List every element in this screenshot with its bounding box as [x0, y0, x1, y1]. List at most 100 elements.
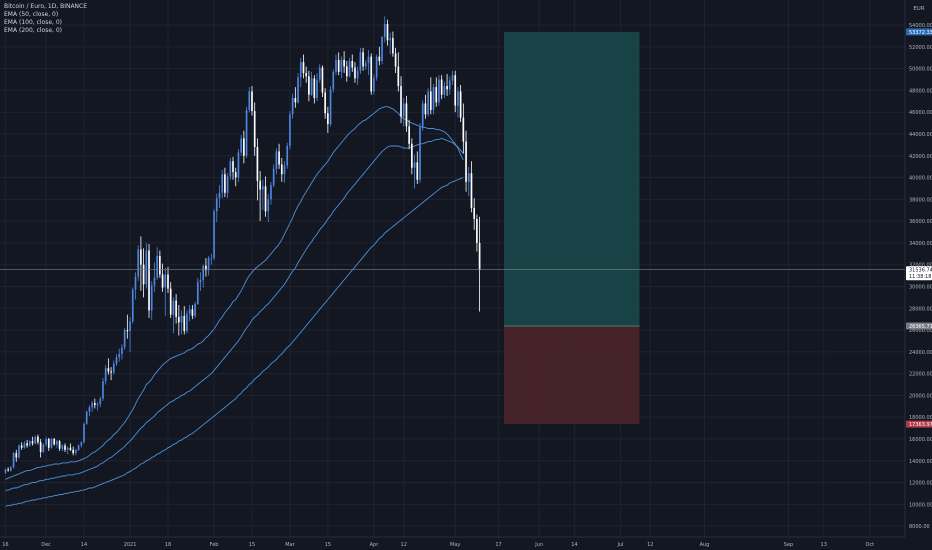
- candle: [283, 161, 286, 183]
- indicator-ema-100[interactable]: EMA (100, close, 0): [4, 19, 63, 26]
- candle-body: [91, 403, 93, 408]
- time-tick-label: Dec: [41, 542, 51, 548]
- candle-body: [313, 78, 316, 99]
- candle-body: [234, 172, 237, 178]
- candle-body: [112, 363, 115, 373]
- candle: [215, 193, 218, 223]
- candle: [476, 214, 478, 252]
- candle-body: [408, 126, 410, 144]
- position-tool[interactable]: [503, 31, 640, 425]
- price-tick-label: 36000.00: [909, 219, 932, 225]
- candle-body: [110, 371, 112, 373]
- price-tag-value: 26365.71: [909, 324, 932, 330]
- candle-body: [467, 173, 470, 182]
- candle-body: [115, 357, 118, 364]
- candle: [96, 401, 99, 411]
- candle: [172, 297, 175, 334]
- candle: [432, 83, 435, 115]
- candle-body: [402, 103, 405, 117]
- indicator-ema-200[interactable]: EMA (200, close, 0): [4, 27, 63, 34]
- candle: [446, 74, 448, 96]
- candle: [400, 76, 402, 124]
- price-tick-label: 38000.00: [909, 197, 932, 203]
- time-tick-label: Aug: [700, 542, 710, 548]
- candle-body: [167, 274, 169, 289]
- candle-body: [164, 274, 167, 288]
- candle-body: [20, 445, 23, 448]
- candle-body: [99, 398, 102, 405]
- candle-body: [345, 66, 348, 77]
- time-tick-label: Oct: [865, 542, 874, 548]
- candle: [102, 377, 104, 401]
- candle: [129, 316, 131, 352]
- candle-body: [419, 127, 421, 180]
- candle-body: [15, 453, 18, 458]
- candle: [351, 54, 354, 72]
- candle: [45, 436, 47, 447]
- candle: [332, 69, 335, 93]
- indicator-ema-50[interactable]: EMA (50, close, 0): [4, 11, 59, 18]
- candle: [478, 216, 481, 312]
- candle: [457, 87, 459, 118]
- candle: [58, 440, 61, 451]
- candle: [286, 142, 289, 169]
- candle-body: [153, 277, 156, 286]
- candle: [370, 53, 373, 95]
- candle-body: [37, 436, 39, 443]
- candle-body: [39, 442, 42, 453]
- candle: [256, 138, 259, 201]
- candle-body: [194, 303, 196, 316]
- price-tag-bg: [906, 322, 932, 330]
- price-tick-label: 20000.00: [909, 393, 932, 399]
- chart-legend: Bitcoin / Euro, 1D, BINANCE EMA (50, clo…: [4, 3, 87, 35]
- candle: [381, 35, 383, 65]
- ema-200-line: [5, 177, 464, 507]
- candle: [378, 46, 381, 66]
- candle-body: [367, 56, 370, 64]
- time-tick-label: 15: [249, 542, 255, 548]
- candle: [327, 106, 329, 133]
- candle: [251, 86, 253, 116]
- price-tick-label: 50000.00: [909, 67, 932, 73]
- candle: [438, 75, 440, 106]
- candle: [196, 277, 199, 305]
- candle-body: [335, 59, 337, 72]
- candle-body: [213, 211, 215, 259]
- symbol-title[interactable]: Bitcoin / Euro, 1D, BINANCE: [4, 3, 88, 10]
- price-tag-value: 31536.74: [909, 268, 932, 274]
- candle: [188, 304, 191, 322]
- candle: [221, 169, 224, 199]
- candle: [153, 262, 156, 292]
- candle-body: [58, 441, 61, 449]
- candle-body: [459, 91, 462, 118]
- candle: [66, 446, 69, 455]
- candle: [297, 72, 299, 104]
- time-tick-label: 18: [165, 542, 171, 548]
- candle-body: [348, 60, 351, 77]
- candle: [199, 272, 202, 291]
- candle-body: [156, 255, 158, 278]
- price-tick-label: 26000.00: [909, 328, 932, 334]
- candle-body: [435, 87, 438, 103]
- candle-body: [310, 78, 313, 95]
- candle-body: [104, 368, 107, 382]
- candle: [402, 98, 405, 127]
- candle: [69, 443, 72, 451]
- candle: [264, 176, 267, 217]
- candle-body: [356, 70, 359, 79]
- candles: [4, 16, 481, 474]
- candle-body: [370, 56, 373, 92]
- candle-body: [351, 60, 354, 68]
- candle: [56, 440, 58, 448]
- candle-body: [375, 56, 378, 78]
- candle-body: [343, 59, 345, 67]
- candle-body: [207, 258, 210, 271]
- time-tick-label: 16: [2, 542, 8, 548]
- candle-body: [64, 445, 66, 450]
- candle-body: [451, 75, 454, 81]
- candle-body: [83, 423, 85, 443]
- candle: [137, 245, 140, 282]
- candle: [389, 32, 392, 55]
- candle-body: [148, 250, 150, 311]
